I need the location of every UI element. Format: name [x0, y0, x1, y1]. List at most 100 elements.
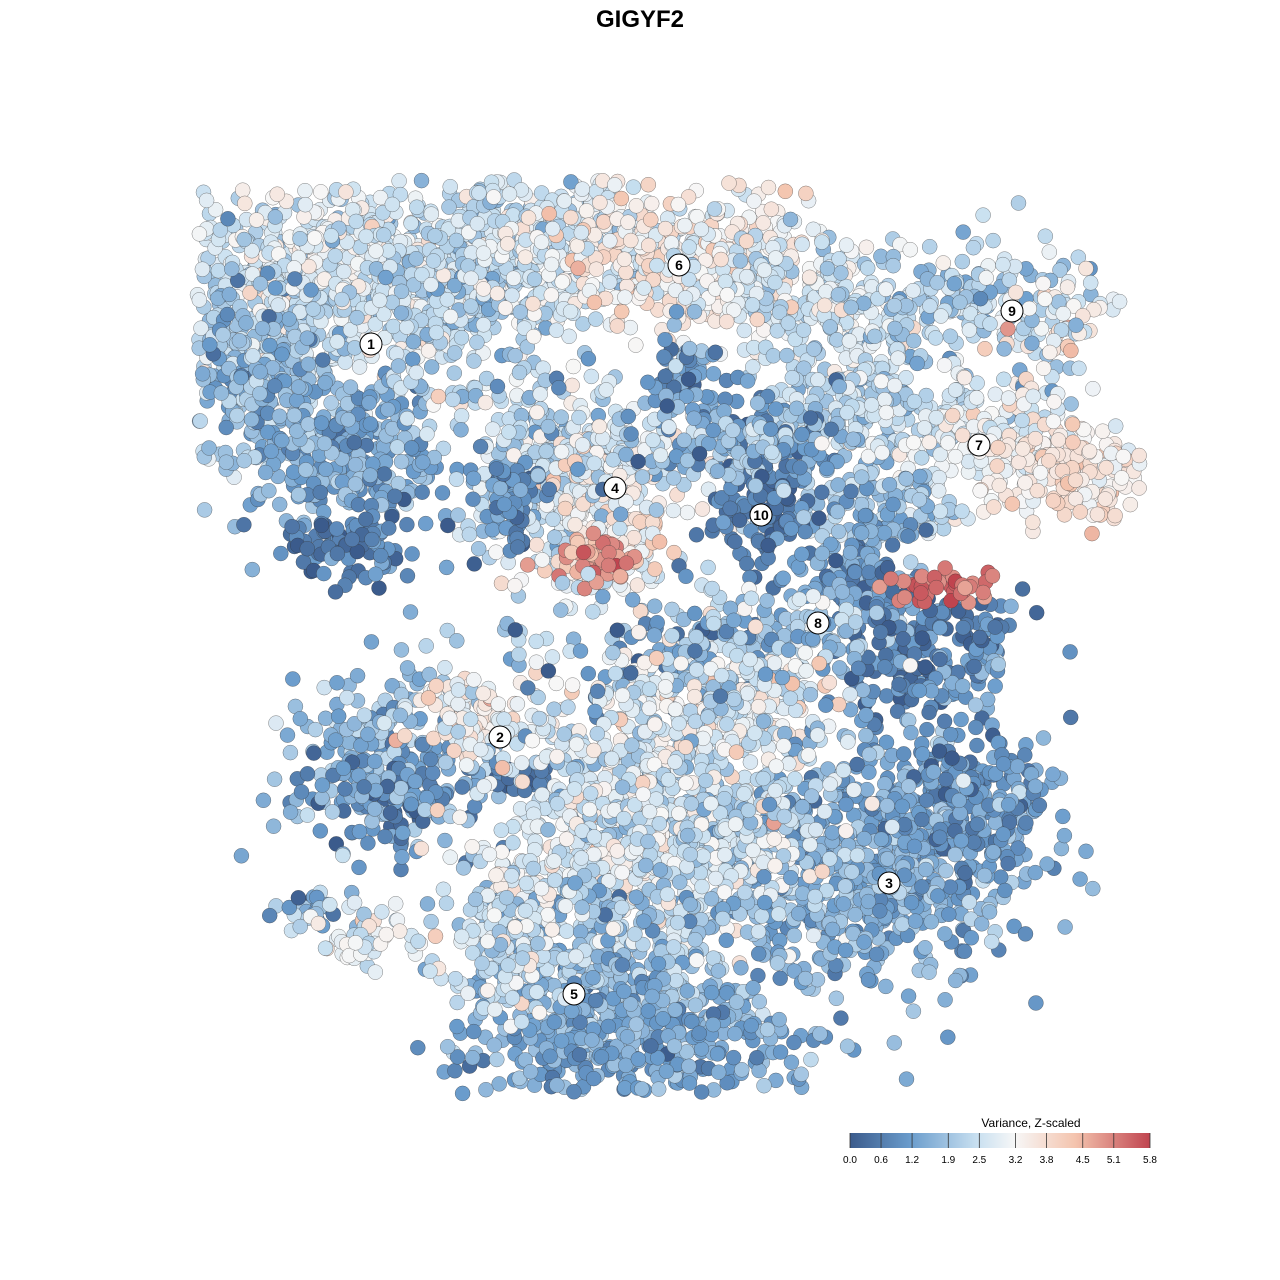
data-point	[212, 222, 229, 238]
data-point	[745, 359, 761, 375]
data-point	[340, 411, 356, 428]
data-point	[192, 413, 208, 429]
data-point	[853, 469, 870, 485]
data-point	[947, 382, 964, 398]
data-point	[952, 294, 968, 311]
data-point	[779, 347, 795, 364]
data-point	[1071, 360, 1087, 377]
data-point	[767, 250, 784, 266]
data-point	[1082, 275, 1099, 291]
data-point	[470, 540, 487, 557]
data-point	[794, 546, 810, 562]
data-point	[823, 421, 839, 438]
data-point	[739, 268, 755, 285]
data-point	[553, 409, 569, 425]
data-point	[1067, 491, 1084, 507]
data-point	[485, 421, 501, 437]
data-point	[829, 503, 846, 520]
data-point	[234, 182, 251, 198]
data-point	[484, 521, 501, 538]
data-point	[987, 386, 1004, 403]
data-point	[884, 537, 901, 553]
data-point	[664, 601, 680, 618]
data-point	[968, 390, 985, 406]
data-point	[1017, 475, 1033, 491]
data-point	[620, 214, 636, 230]
data-point	[244, 561, 261, 578]
data-point	[928, 579, 945, 596]
data-point	[612, 568, 629, 585]
data-point	[763, 201, 780, 217]
data-point	[305, 301, 321, 317]
data-point	[805, 588, 821, 604]
data-point	[819, 260, 836, 277]
data-point	[886, 377, 903, 394]
data-point	[811, 510, 827, 526]
data-point	[271, 496, 288, 513]
data-point	[613, 190, 630, 207]
data-point	[902, 554, 919, 570]
data-point	[739, 373, 756, 389]
data-point	[913, 585, 929, 601]
data-point	[1078, 260, 1094, 277]
data-point	[1025, 514, 1041, 530]
data-point	[266, 378, 283, 394]
data-point	[896, 589, 913, 606]
data-point	[434, 485, 451, 501]
data-point	[1024, 335, 1040, 352]
data-point	[540, 418, 557, 435]
data-point	[784, 369, 801, 386]
data-point	[646, 598, 663, 614]
data-point	[731, 512, 748, 529]
data-point	[556, 193, 573, 209]
data-point	[794, 236, 810, 253]
data-point	[909, 355, 925, 372]
data-point	[267, 280, 284, 296]
data-point	[510, 539, 526, 555]
data-point	[245, 348, 261, 364]
data-point	[488, 544, 504, 560]
data-point	[564, 377, 580, 394]
data-point	[1094, 423, 1111, 439]
data-point	[344, 531, 360, 548]
data-point	[427, 228, 443, 244]
data-point	[806, 341, 822, 357]
data-point	[643, 195, 660, 212]
data-point	[1089, 506, 1106, 523]
data-point	[391, 173, 407, 189]
data-point	[342, 379, 359, 395]
data-point	[814, 484, 830, 501]
data-point	[878, 281, 894, 297]
data-point	[664, 627, 680, 644]
data-point	[666, 544, 682, 561]
data-point	[526, 271, 543, 287]
data-point	[1027, 430, 1044, 447]
data-point	[617, 289, 633, 305]
data-point	[284, 518, 300, 535]
data-point	[191, 226, 208, 242]
data-point	[768, 401, 784, 417]
data-point	[327, 584, 344, 600]
data-point	[348, 213, 364, 230]
data-point	[475, 317, 492, 333]
data-point	[1045, 413, 1062, 430]
data-point	[657, 331, 673, 348]
data-point	[706, 201, 723, 217]
data-point	[194, 366, 211, 382]
data-point	[300, 356, 317, 372]
data-point	[647, 561, 663, 577]
data-point	[972, 482, 988, 499]
data-point	[670, 196, 687, 213]
data-point	[830, 523, 847, 540]
data-point	[921, 238, 938, 255]
data-point	[990, 439, 1006, 456]
data-point	[501, 424, 517, 440]
data-point	[890, 350, 906, 366]
data-point	[767, 274, 783, 291]
data-point	[306, 230, 323, 246]
data-point	[371, 580, 387, 596]
data-point	[666, 317, 683, 333]
data-point	[300, 416, 317, 432]
data-point	[399, 568, 416, 584]
data-point	[378, 269, 394, 286]
